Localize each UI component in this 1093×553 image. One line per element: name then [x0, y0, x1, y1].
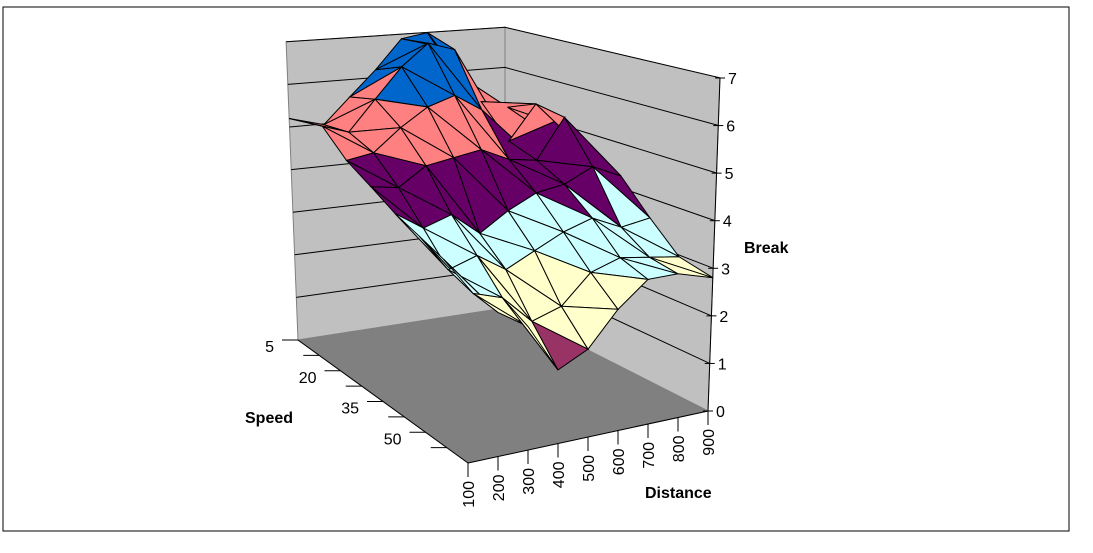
z-tick-label: 4: [723, 214, 732, 231]
surface-facet: [619, 257, 679, 280]
surface-plot: [289, 32, 714, 371]
surface-facet: [560, 305, 619, 351]
surface-facet: [472, 292, 529, 327]
z-tick-label: 2: [719, 309, 728, 326]
gridline: [287, 66, 719, 126]
chart-axes: 0 1 2 3 4 5 6 7 5 20 35 50 100 200 300 400 500 600 700 800 9…: [265, 71, 737, 508]
x-tick-label: 600: [611, 448, 628, 475]
x-tick-label: 700: [641, 442, 658, 469]
surface-facet: [502, 297, 559, 371]
y-axis-title: Speed: [245, 410, 293, 427]
surface-facet: [530, 320, 589, 371]
z-tick-label: 7: [728, 71, 737, 88]
z-axis-line: [707, 77, 721, 412]
z-tick-label: 0: [716, 404, 725, 421]
y-tick-label: 50: [384, 431, 402, 448]
x-tick-label: 100: [461, 481, 478, 508]
z-tick-label: 3: [721, 261, 730, 278]
z-axis-title: Break: [744, 240, 789, 257]
z-tick-label: 6: [726, 119, 735, 136]
x-tick-label: 500: [581, 455, 598, 482]
x-tick-label: 400: [551, 461, 568, 488]
z-tick-label: 1: [718, 356, 727, 373]
surface-facet: [589, 271, 650, 311]
x-tick-label: 800: [671, 435, 688, 462]
y-tick-label: 5: [265, 339, 274, 356]
y-tick-label: 20: [299, 370, 317, 387]
surface-facet: [649, 256, 713, 279]
y-tick-label: 35: [341, 401, 359, 418]
x-tick-label: 900: [701, 429, 718, 456]
x-axis-title: Distance: [645, 485, 712, 502]
x-tick-label: 300: [521, 468, 538, 495]
x-tick-label: 200: [491, 474, 508, 501]
gridline: [286, 26, 721, 79]
z-tick-label: 5: [725, 166, 734, 183]
